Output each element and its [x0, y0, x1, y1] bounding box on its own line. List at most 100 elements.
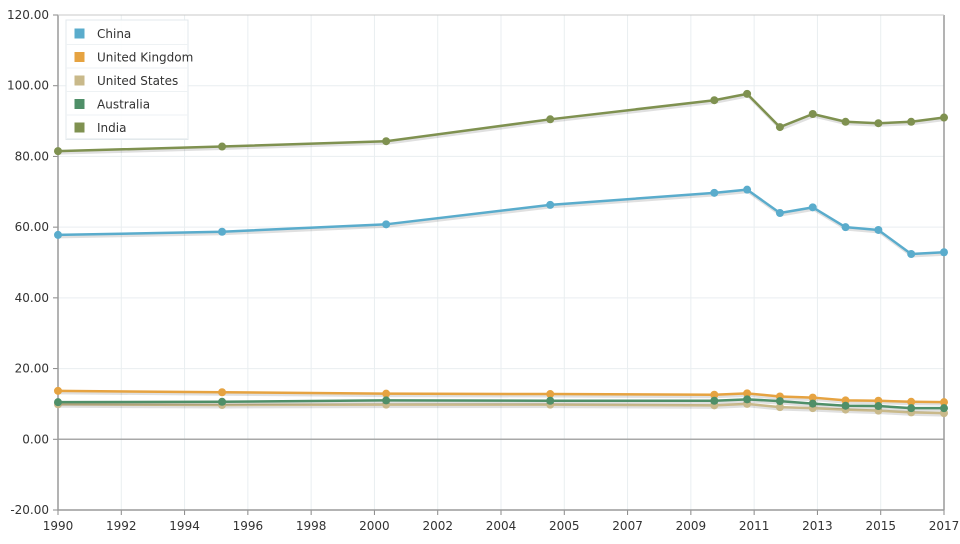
grid — [57, 14, 945, 511]
y-tick-label: 60.00 — [15, 220, 49, 234]
series-united-kingdom — [54, 386, 948, 407]
data-point[interactable] — [775, 123, 784, 132]
legend-label: Australia — [97, 98, 150, 112]
y-tick-label: 40.00 — [15, 291, 49, 305]
data-point[interactable] — [940, 248, 948, 257]
legend-item-india[interactable]: India — [66, 121, 188, 139]
x-tick-label: 2007 — [612, 519, 643, 533]
data-point[interactable] — [382, 396, 391, 405]
series-line — [57, 389, 945, 404]
data-point[interactable] — [907, 404, 916, 413]
series-china — [54, 185, 948, 259]
x-tick-label: 2013 — [802, 519, 833, 533]
series-india — [54, 89, 948, 156]
data-point[interactable] — [907, 117, 916, 126]
series-line — [57, 188, 945, 256]
x-tick-label: 2004 — [486, 519, 517, 533]
legend-swatch — [73, 121, 86, 134]
data-point[interactable] — [841, 401, 850, 410]
data-point[interactable] — [743, 89, 752, 98]
x-tick-label: 1998 — [296, 519, 327, 533]
x-tick-label: 2002 — [422, 519, 453, 533]
legend-item-united-states[interactable]: United States — [66, 74, 188, 92]
data-point[interactable] — [546, 115, 555, 124]
legend-label: India — [97, 121, 126, 135]
x-tick-label: 2009 — [676, 519, 707, 533]
x-tick-label: 1996 — [233, 519, 264, 533]
data-point[interactable] — [907, 397, 916, 406]
data-point[interactable] — [940, 398, 948, 407]
legend-label: China — [97, 27, 131, 41]
data-point[interactable] — [710, 96, 719, 105]
data-point[interactable] — [54, 230, 62, 239]
data-point[interactable] — [743, 395, 752, 404]
data-point[interactable] — [382, 220, 391, 229]
y-tick-label: 80.00 — [15, 149, 49, 163]
data-point[interactable] — [218, 397, 227, 406]
series-line-shadow — [58, 399, 945, 412]
data-point[interactable] — [808, 203, 817, 212]
x-tick-label: 2011 — [739, 519, 770, 533]
data-point[interactable] — [546, 200, 555, 209]
axes: 1990 1992 1994 1996 1998 2000 2002 2004 2005 2007… — [7, 8, 959, 533]
legend-item-china[interactable]: China — [66, 27, 188, 45]
data-point[interactable] — [775, 397, 784, 406]
data-point[interactable] — [218, 388, 227, 397]
data-point[interactable] — [546, 390, 555, 399]
x-tick-label: 2015 — [865, 519, 896, 533]
x-tick-label: 1992 — [106, 519, 137, 533]
series-line — [57, 92, 945, 153]
data-point[interactable] — [874, 402, 883, 411]
data-point[interactable] — [743, 185, 752, 194]
data-point[interactable] — [841, 117, 850, 126]
y-tick-label: 120.00 — [7, 8, 49, 22]
data-point[interactable] — [808, 110, 817, 118]
data-point[interactable] — [775, 403, 784, 412]
y-tick-label: 20.00 — [15, 362, 49, 376]
legend-swatch — [73, 51, 86, 63]
data-point[interactable] — [841, 223, 850, 232]
data-point[interactable] — [907, 250, 916, 259]
data-point[interactable] — [382, 137, 391, 146]
data-point[interactable] — [54, 147, 62, 156]
data-point[interactable] — [874, 225, 883, 234]
data-point[interactable] — [743, 389, 752, 398]
x-tick-label: 1994 — [169, 519, 200, 533]
data-point[interactable] — [710, 390, 719, 399]
data-point[interactable] — [775, 209, 784, 217]
legend-item-united-kingdom[interactable]: United Kingdom — [66, 51, 193, 69]
y-tick-label: -20.00 — [10, 503, 49, 517]
x-tick-label: 2005 — [549, 519, 580, 533]
legend-swatch — [73, 74, 86, 87]
series-layer — [54, 89, 948, 418]
data-point[interactable] — [808, 399, 817, 408]
data-point[interactable] — [940, 404, 948, 413]
data-point[interactable] — [874, 119, 883, 128]
data-point[interactable] — [218, 142, 227, 151]
x-tick-label: 2017 — [929, 519, 960, 533]
x-tick-label: 1990 — [43, 519, 74, 533]
series-line-shadow — [58, 404, 946, 417]
data-point[interactable] — [218, 227, 227, 236]
data-point[interactable] — [54, 398, 62, 407]
data-point[interactable] — [382, 389, 391, 398]
data-point[interactable] — [546, 396, 555, 405]
legend-label: United States — [97, 74, 178, 88]
series-line — [57, 398, 944, 410]
y-tick-label: 0.00 — [22, 432, 49, 446]
data-point[interactable] — [54, 386, 62, 395]
legend-swatch — [73, 98, 86, 110]
legend-box — [65, 19, 189, 140]
data-point[interactable] — [710, 188, 719, 197]
series-line-shadow — [58, 391, 946, 406]
legend-swatch — [73, 27, 86, 40]
legend: China United Kingdom United States Australi… — [65, 19, 193, 140]
legend-label: United Kingdom — [97, 51, 193, 65]
x-tick-label: 2000 — [359, 519, 390, 533]
data-point[interactable] — [940, 113, 948, 122]
data-point[interactable] — [710, 396, 719, 405]
data-point[interactable] — [808, 393, 817, 402]
legend-item-australia[interactable]: Australia — [66, 98, 188, 116]
